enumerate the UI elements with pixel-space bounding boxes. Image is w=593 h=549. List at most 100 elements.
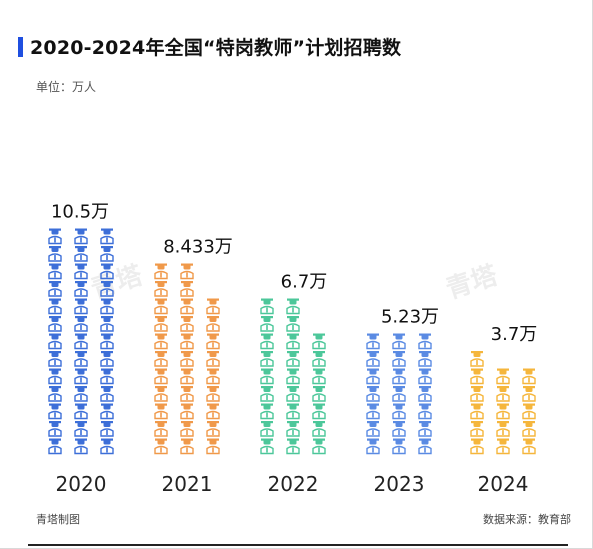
teacher-icon-head bbox=[395, 334, 403, 340]
teacher-icon-head bbox=[209, 352, 217, 357]
teacher-icon-head bbox=[369, 387, 377, 392]
title-accent-bar bbox=[18, 37, 23, 57]
teacher-icon-head bbox=[525, 422, 533, 427]
teacher-icon-head bbox=[473, 369, 481, 375]
teacher-icon-head bbox=[157, 404, 165, 410]
unit-label: 单位：万人 bbox=[36, 80, 97, 94]
category-label-2021: 2021 bbox=[162, 472, 213, 496]
teacher-icon-head bbox=[315, 369, 323, 375]
teacher-icon-head bbox=[421, 334, 429, 340]
category-label-2020: 2020 bbox=[56, 472, 107, 496]
teacher-icon-head bbox=[315, 439, 323, 445]
teacher-icon-head bbox=[103, 422, 111, 427]
teacher-icon-head bbox=[103, 247, 111, 252]
teacher-icon-head bbox=[369, 334, 377, 340]
teacher-icon-head bbox=[421, 369, 429, 375]
teacher-icon-head bbox=[183, 282, 191, 287]
teacher-icon-head bbox=[369, 422, 377, 427]
teacher-icon-head bbox=[315, 404, 323, 410]
teacher-icon-head bbox=[157, 352, 165, 357]
value-label-2020: 10.5万 bbox=[51, 202, 109, 223]
teacher-icon-head bbox=[263, 404, 271, 410]
teacher-icon-head bbox=[77, 404, 85, 410]
teacher-icon-head bbox=[77, 334, 85, 340]
teacher-icon-head bbox=[183, 422, 191, 427]
teacher-icon-head bbox=[157, 317, 165, 322]
teacher-icon-head bbox=[103, 282, 111, 287]
teacher-icon-head bbox=[209, 369, 217, 375]
teacher-icon-head bbox=[369, 404, 377, 410]
teacher-icon-head bbox=[263, 299, 271, 305]
teacher-icon-head bbox=[525, 387, 533, 392]
teacher-icon-head bbox=[157, 422, 165, 427]
teacher-icon-head bbox=[499, 439, 507, 445]
teacher-icon-head bbox=[103, 369, 111, 375]
teacher-icon-head bbox=[473, 352, 481, 357]
teacher-icon-head bbox=[77, 229, 85, 235]
teacher-icon-head bbox=[473, 439, 481, 445]
bar-2022 bbox=[260, 298, 326, 455]
teacher-icon-head bbox=[157, 299, 165, 305]
teacher-icon-head bbox=[51, 352, 59, 357]
teacher-icon-head bbox=[183, 352, 191, 357]
teacher-icon-head bbox=[183, 299, 191, 305]
teacher-icon-head bbox=[157, 264, 165, 270]
teacher-icon-head bbox=[77, 247, 85, 252]
chart-title: 2020-2024年全国“特岗教师”计划招聘数 bbox=[30, 37, 402, 59]
teacher-icon-head bbox=[183, 404, 191, 410]
value-label-2023: 5.23万 bbox=[381, 307, 439, 328]
teacher-icon-head bbox=[263, 334, 271, 340]
teacher-icon-head bbox=[103, 299, 111, 305]
chart-credit: 青塔制图 bbox=[36, 513, 80, 526]
bottom-divider bbox=[28, 544, 568, 546]
teacher-icon-head bbox=[183, 334, 191, 340]
teacher-icon-head bbox=[263, 317, 271, 322]
teacher-icon-head bbox=[369, 439, 377, 445]
teacher-icon-head bbox=[263, 369, 271, 375]
teacher-icon-head bbox=[289, 352, 297, 357]
teacher-icon-head bbox=[77, 299, 85, 305]
teacher-icon-head bbox=[369, 352, 377, 357]
teacher-icon-head bbox=[289, 422, 297, 427]
teacher-icon-head bbox=[289, 439, 297, 445]
teacher-icon-head bbox=[289, 369, 297, 375]
teacher-icon-head bbox=[103, 264, 111, 270]
teacher-icon-head bbox=[315, 352, 323, 357]
teacher-icon-head bbox=[289, 404, 297, 410]
teacher-icon-head bbox=[421, 387, 429, 392]
teacher-icon-head bbox=[473, 387, 481, 392]
teacher-icon-head bbox=[209, 387, 217, 392]
teacher-icon-head bbox=[157, 387, 165, 392]
teacher-icon-head bbox=[51, 299, 59, 305]
teacher-icon-head bbox=[421, 422, 429, 427]
teacher-icon-head bbox=[525, 369, 533, 375]
teacher-icon-head bbox=[499, 369, 507, 375]
teacher-icon-head bbox=[51, 439, 59, 445]
teacher-icon-head bbox=[499, 422, 507, 427]
teacher-icon-head bbox=[51, 404, 59, 410]
teacher-icon-head bbox=[183, 317, 191, 322]
teacher-icon-head bbox=[289, 317, 297, 322]
teacher-icon-head bbox=[395, 439, 403, 445]
teacher-icon-head bbox=[421, 404, 429, 410]
teacher-icon-head bbox=[421, 352, 429, 357]
teacher-icon-head bbox=[289, 387, 297, 392]
teacher-icon-head bbox=[103, 387, 111, 392]
teacher-icon-head bbox=[263, 387, 271, 392]
teacher-icon-head bbox=[51, 317, 59, 322]
teacher-icon-head bbox=[209, 317, 217, 322]
teacher-icon-head bbox=[51, 247, 59, 252]
teacher-icon-head bbox=[209, 422, 217, 427]
teacher-icon-head bbox=[395, 369, 403, 375]
teacher-icon-head bbox=[395, 404, 403, 410]
teacher-icon-head bbox=[209, 299, 217, 305]
value-label-2022: 6.7万 bbox=[281, 272, 328, 293]
teacher-icon-head bbox=[183, 369, 191, 375]
teacher-icon-head bbox=[103, 439, 111, 445]
teacher-icon-head bbox=[103, 229, 111, 235]
data-source: 数据来源：教育部 bbox=[483, 513, 571, 526]
category-label-2023: 2023 bbox=[374, 472, 425, 496]
teacher-icon-head bbox=[209, 404, 217, 410]
teacher-icon-head bbox=[421, 439, 429, 445]
teacher-icon-head bbox=[315, 387, 323, 392]
